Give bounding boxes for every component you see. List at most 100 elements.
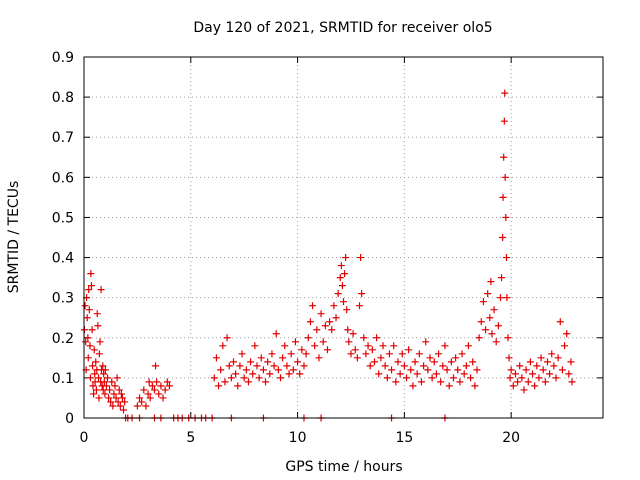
data-point: [87, 270, 95, 278]
data-point: [304, 334, 312, 342]
data-point: [121, 398, 129, 406]
data-point: [109, 402, 117, 410]
data-point: [383, 374, 391, 382]
data-point: [94, 322, 102, 330]
data-point: [487, 278, 495, 286]
data-point: [409, 382, 417, 390]
data-point: [163, 378, 171, 386]
data-point: [349, 330, 357, 338]
data-point: [496, 294, 504, 302]
data-point: [210, 374, 218, 382]
data-point: [417, 378, 425, 386]
data-point: [445, 382, 453, 390]
data-point: [437, 378, 445, 386]
data-point: [294, 358, 302, 366]
data-point: [556, 318, 564, 326]
data-point: [458, 350, 466, 358]
data-point: [388, 366, 396, 374]
data-point: [531, 382, 539, 390]
data-point: [157, 382, 165, 390]
data-point: [113, 374, 121, 382]
data-point: [89, 382, 97, 390]
data-point: [390, 342, 398, 350]
data-point: [99, 386, 107, 394]
data-point: [502, 254, 510, 262]
data-point: [249, 370, 257, 378]
data-point: [266, 370, 274, 378]
y-tick-label: 0.5: [52, 210, 74, 226]
data-point: [552, 374, 560, 382]
data-point: [116, 402, 124, 410]
y-tick-label: 0.7: [52, 130, 74, 146]
data-point: [358, 290, 366, 298]
data-point: [311, 342, 319, 350]
data-point: [494, 322, 502, 330]
data-point: [524, 378, 532, 386]
x-tick-label: 10: [289, 430, 307, 446]
y-axis-title: SRMTID / TECUs: [6, 181, 22, 294]
data-point: [479, 298, 487, 306]
data-point: [100, 370, 108, 378]
data-point: [93, 310, 101, 318]
chart-title: Day 120 of 2021, SRMTID for receiver olo…: [193, 20, 492, 36]
data-point: [283, 362, 291, 370]
data-point: [541, 378, 549, 386]
data-point: [415, 350, 423, 358]
y-tick-label: 0.1: [52, 371, 74, 387]
data-point: [338, 282, 346, 290]
data-point: [215, 382, 223, 390]
data-point: [526, 358, 534, 366]
data-point: [268, 350, 276, 358]
data-point: [330, 302, 338, 310]
data-point: [85, 286, 93, 294]
data-point: [89, 362, 97, 370]
data-point: [296, 370, 304, 378]
data-point: [539, 366, 547, 374]
data-point: [319, 338, 327, 346]
data-point: [251, 342, 259, 350]
data-point: [357, 254, 365, 262]
data-point: [110, 390, 118, 398]
data-point: [90, 390, 98, 398]
y-tick-label: 0.6: [52, 170, 74, 186]
data-point: [148, 382, 156, 390]
data-point: [420, 362, 428, 370]
data-point: [490, 306, 498, 314]
data-point: [317, 310, 325, 318]
data-point: [430, 358, 438, 366]
data-point: [467, 374, 475, 382]
data-point: [99, 362, 107, 370]
data-point: [392, 378, 400, 386]
data-point: [486, 314, 494, 322]
data-point: [336, 274, 344, 282]
data-point: [106, 386, 114, 394]
data-point: [111, 382, 119, 390]
data-point: [475, 334, 483, 342]
data-point: [492, 338, 500, 346]
data-point: [285, 370, 293, 378]
data-point: [92, 386, 100, 394]
data-point: [484, 290, 492, 298]
data-point: [238, 350, 246, 358]
data-point: [90, 346, 98, 354]
data-point: [152, 362, 160, 370]
data-point: [543, 358, 551, 366]
data-point: [514, 378, 522, 386]
y-tick-label: 0.2: [52, 331, 74, 347]
data-point: [302, 350, 310, 358]
x-tick-label: 0: [80, 430, 89, 446]
data-point: [281, 342, 289, 350]
data-point: [500, 153, 508, 161]
y-tick-label: 0.4: [52, 251, 74, 267]
data-point: [344, 326, 352, 334]
data-point: [337, 262, 345, 270]
data-point: [537, 354, 545, 362]
data-point: [107, 398, 115, 406]
y-tick-label: 0: [65, 411, 74, 427]
data-point: [368, 346, 376, 354]
data-point: [347, 350, 355, 358]
data-point: [133, 402, 141, 410]
data-point: [257, 354, 265, 362]
data-point: [87, 282, 95, 290]
data-point: [155, 390, 163, 398]
